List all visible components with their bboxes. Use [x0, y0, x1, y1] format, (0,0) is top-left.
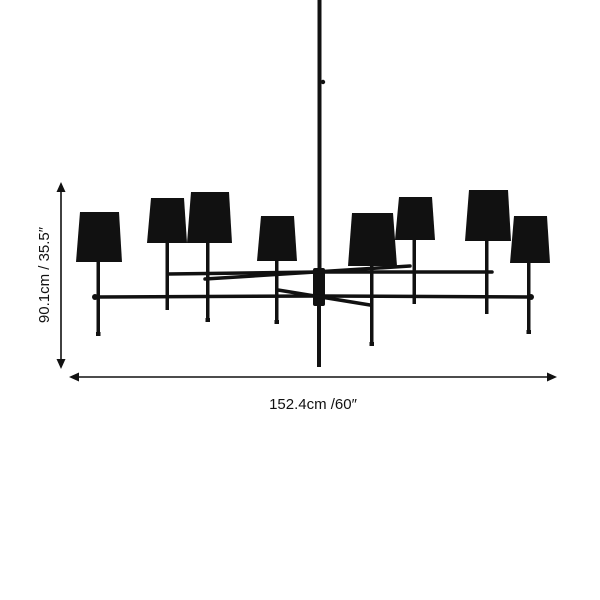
- width-label: 152.4cm /60″: [269, 396, 358, 413]
- stem-7: [485, 240, 489, 314]
- height-arrow-top-icon: [56, 182, 66, 192]
- shade-7: [465, 190, 511, 241]
- candle-stems: [96, 238, 531, 346]
- shade-2: [147, 198, 187, 243]
- lamp-shades: [76, 190, 550, 266]
- stem-2: [165, 242, 169, 310]
- arm-lower-right: [317, 294, 533, 299]
- stem-4: [275, 260, 279, 324]
- shade-5: [348, 213, 397, 266]
- stem-6: [412, 238, 416, 304]
- shade-8: [510, 216, 550, 263]
- shade-4: [257, 216, 297, 261]
- chandelier-illustration: [76, 0, 550, 367]
- arm-brace-upper: [203, 264, 412, 281]
- stem-8: [527, 262, 531, 334]
- ceiling-rod: [317, 0, 322, 270]
- stem-5: [370, 266, 374, 346]
- bottom-finial: [317, 305, 321, 367]
- width-dimension: 152.4cm /60″: [69, 372, 557, 413]
- width-arrow-right-icon: [547, 372, 557, 382]
- shade-6: [395, 197, 435, 240]
- arm-brace-lower: [276, 288, 372, 307]
- height-dimension: 90.1cm / 35.5″: [36, 182, 66, 369]
- stem-1: [96, 260, 100, 336]
- stem-tips: [96, 318, 531, 346]
- height-label: 90.1cm / 35.5″: [36, 226, 53, 323]
- stem-3: [206, 242, 210, 322]
- shade-1: [76, 212, 122, 262]
- rod-knob: [320, 79, 326, 85]
- width-arrow-left-icon: [69, 372, 79, 382]
- shade-3: [187, 192, 232, 243]
- height-arrow-bottom-icon: [56, 359, 66, 369]
